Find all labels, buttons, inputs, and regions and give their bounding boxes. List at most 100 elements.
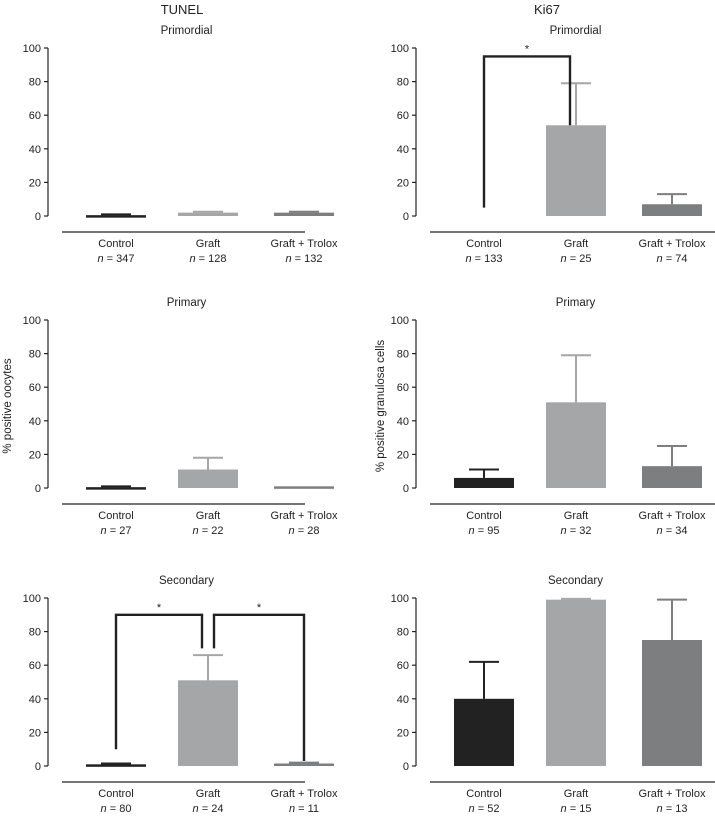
y-axis-label: % positive oocytes (2, 358, 14, 453)
y-tick-label: 40 (29, 416, 41, 428)
panel-title: Secondary (548, 575, 603, 587)
x-category-label: Graft + Trolox (639, 510, 706, 522)
bar (454, 477, 514, 488)
sample-size-label: n = 34 (657, 525, 688, 537)
bar (178, 469, 238, 488)
y-tick-label: 20 (29, 177, 41, 189)
y-tick-label: 100 (23, 43, 41, 55)
y-tick-label: 40 (397, 694, 409, 706)
y-tick-label: 100 (391, 593, 409, 605)
chart-panel: Primary 0 20 40 60 80 100 % positive oocytes Con… (2, 297, 338, 537)
chart-panel: Secondary 0 20 40 60 80 100 * * Control n = 80 Graf… (23, 575, 338, 815)
y-tick-label: 80 (397, 627, 409, 639)
x-category-label: Control (98, 510, 133, 522)
y-tick-label: 40 (29, 144, 41, 156)
y-tick-label: 0 (35, 761, 41, 773)
x-category-label: Graft + Trolox (271, 238, 338, 250)
bar (178, 680, 238, 766)
panel-title: Primordial (161, 25, 213, 37)
sample-size-label: n = 128 (189, 253, 226, 265)
significance-label: * (525, 43, 530, 55)
y-tick-label: 60 (397, 660, 409, 672)
y-tick-label: 60 (29, 110, 41, 122)
x-category-label: Graft + Trolox (271, 788, 338, 800)
x-category-label: Control (98, 788, 133, 800)
bar (86, 487, 146, 490)
y-tick-label: 0 (35, 483, 41, 495)
bar (642, 204, 702, 216)
significance-bracket (482, 55, 572, 208)
bar (86, 764, 146, 767)
column-title-tunel: TUNEL (161, 2, 204, 17)
y-tick-label: 20 (29, 727, 41, 739)
y-tick-label: 0 (403, 211, 409, 223)
bar (642, 640, 702, 766)
chart-panel: Secondary 0 20 40 60 80 100 Control n = 52 Graft n… (391, 575, 715, 815)
y-tick-label: 20 (397, 449, 409, 461)
bar (274, 212, 334, 216)
chart-panel: Primordial 0 20 40 60 80 100 * Control n = 133 Gra… (391, 25, 715, 265)
y-tick-label: 0 (403, 761, 409, 773)
y-tick-label: 40 (29, 694, 41, 706)
bar (546, 402, 606, 488)
significance-bracket (212, 613, 306, 761)
x-category-label: Graft + Trolox (639, 238, 706, 250)
y-tick-label: 20 (397, 727, 409, 739)
x-category-label: Graft (564, 788, 588, 800)
y-tick-label: 40 (397, 416, 409, 428)
y-tick-label: 80 (397, 77, 409, 89)
chart-panel: Primordial 0 20 40 60 80 100 Control n = 347 Graf… (23, 25, 338, 265)
y-tick-label: 40 (397, 144, 409, 156)
sample-size-label: n = 24 (193, 803, 224, 815)
y-tick-label: 60 (29, 660, 41, 672)
y-tick-label: 80 (29, 77, 41, 89)
y-axis-label: % positive granulosa cells (375, 340, 387, 473)
significance-label: * (157, 602, 162, 614)
sample-size-label: n = 52 (469, 803, 500, 815)
y-tick-label: 20 (29, 449, 41, 461)
x-category-label: Graft (564, 238, 588, 250)
sample-size-label: n = 11 (289, 803, 319, 815)
x-category-label: Control (466, 238, 501, 250)
x-category-label: Control (466, 788, 501, 800)
x-category-label: Graft (196, 788, 220, 800)
bar (546, 599, 606, 766)
significance-label: * (257, 602, 262, 614)
y-tick-label: 80 (29, 349, 41, 361)
bar (274, 763, 334, 766)
x-category-label: Control (466, 510, 501, 522)
y-tick-label: 60 (397, 382, 409, 394)
sample-size-label: n = 95 (469, 525, 500, 537)
sample-size-label: n = 13 (657, 803, 688, 815)
panel-title: Primordial (550, 25, 602, 37)
sample-size-label: n = 22 (193, 525, 224, 537)
y-tick-label: 0 (35, 211, 41, 223)
sample-size-label: n = 32 (561, 525, 592, 537)
chart-panel: Primary 0 20 40 60 80 100 % positive granulosa … (375, 297, 715, 537)
x-category-label: Graft + Trolox (639, 788, 706, 800)
y-tick-label: 100 (391, 315, 409, 327)
y-tick-label: 60 (397, 110, 409, 122)
sample-size-label: n = 132 (285, 253, 322, 265)
column-title-ki67: Ki67 (534, 2, 560, 17)
chart-panels: Primordial 0 20 40 60 80 100 Control n = 347 Graf… (2, 25, 715, 815)
sample-size-label: n = 28 (289, 525, 320, 537)
sample-size-label: n = 133 (465, 253, 502, 265)
x-category-label: Graft (196, 238, 220, 250)
sample-size-label: n = 80 (101, 803, 132, 815)
panel-title: Secondary (159, 575, 214, 587)
panel-title: Primary (556, 297, 596, 309)
sample-size-label: n = 27 (101, 525, 132, 537)
panel-title: Primary (167, 297, 207, 309)
bar (546, 125, 606, 216)
bar (454, 698, 514, 766)
y-tick-label: 100 (23, 593, 41, 605)
sample-size-label: n = 74 (657, 253, 688, 265)
y-tick-label: 80 (397, 349, 409, 361)
sample-size-label: n = 347 (97, 253, 134, 265)
bar (86, 215, 146, 218)
y-tick-label: 80 (29, 627, 41, 639)
x-category-label: Control (98, 238, 133, 250)
